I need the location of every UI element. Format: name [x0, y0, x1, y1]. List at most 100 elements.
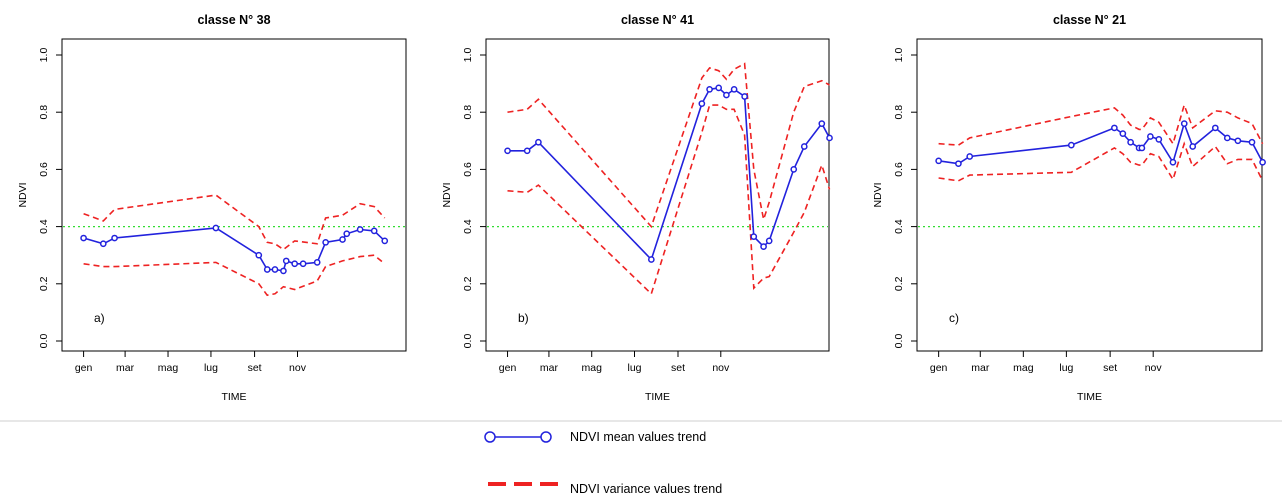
x-tick-label: mar — [971, 362, 990, 374]
plot-frame — [916, 38, 1263, 352]
y-tick-label: 0.4 — [38, 219, 50, 234]
x-tick-label: lug — [204, 362, 218, 374]
mean-point — [263, 266, 271, 273]
mean-point — [370, 227, 378, 235]
legend-variance-label: NDVI variance values trend — [570, 482, 722, 496]
mean-point — [1119, 130, 1127, 137]
x-tick-label: set — [671, 362, 685, 374]
mean-point — [504, 147, 511, 155]
mean-point — [255, 251, 263, 259]
upper-variance-line — [83, 194, 386, 251]
y-axis-label: NDVI — [872, 182, 884, 207]
x-tick-label: lug — [1059, 362, 1073, 374]
mean-point — [343, 230, 351, 238]
y-tick-label: 0.6 — [462, 162, 474, 177]
mean-point — [818, 120, 826, 127]
mean-point — [800, 143, 808, 150]
x-tick-label: nov — [712, 362, 730, 374]
x-tick-label: nov — [1145, 362, 1163, 374]
x-axis-label: TIME — [221, 391, 246, 403]
chart-title: classe N° 21 — [1053, 13, 1126, 27]
y-tick-label: 0.6 — [38, 162, 50, 177]
lower-variance-line — [938, 141, 1264, 182]
mean-point — [523, 147, 531, 155]
plot-frame — [61, 38, 407, 352]
mean-point — [1127, 138, 1134, 146]
mean-point — [280, 267, 287, 275]
mean-point — [741, 93, 748, 100]
x-axis-label: TIME — [1077, 391, 1102, 403]
mean-point — [1147, 133, 1154, 140]
mean-point — [80, 234, 87, 242]
upper-variance-line — [938, 102, 1264, 146]
y-tick-label: 0.2 — [38, 276, 50, 291]
mean-point — [790, 166, 798, 173]
y-tick-label: 0.4 — [462, 219, 474, 234]
x-tick-label: gen — [930, 362, 948, 374]
y-tick-label: 1.0 — [38, 48, 50, 63]
mean-point — [1067, 141, 1075, 149]
mean-point — [647, 256, 655, 263]
panel-label: c) — [949, 311, 959, 325]
x-tick-label: mar — [116, 362, 135, 374]
lower-variance-line — [83, 254, 386, 297]
mean-point — [765, 237, 773, 245]
x-tick-label: lug — [627, 362, 641, 374]
panel-label: a) — [94, 311, 105, 325]
y-tick-label: 0.8 — [38, 105, 50, 120]
x-tick-label: gen — [75, 362, 93, 374]
y-tick-label: 1.0 — [462, 48, 474, 63]
chart-panel-1: classe N° 38 0.0 0.2 0.4 0.6 0.8 1.0 gen mar mag l… — [17, 13, 407, 403]
y-tick-label: 0.6 — [893, 162, 905, 177]
mean-point — [535, 138, 542, 146]
mean-point — [826, 134, 833, 142]
y-tick-label: 0.2 — [893, 276, 905, 291]
plot-frame — [485, 38, 830, 352]
mean-point — [1138, 144, 1146, 152]
mean-point — [111, 234, 118, 242]
x-tick-label: gen — [499, 362, 517, 374]
mean-line — [83, 227, 386, 272]
upper-variance-line — [507, 62, 830, 229]
mean-point — [1189, 143, 1197, 150]
mean-point — [381, 237, 389, 245]
panel-label: b) — [518, 311, 529, 325]
mean-point — [966, 153, 974, 160]
x-tick-label: set — [1103, 362, 1117, 374]
chart-panel-2: classe N° 41 0.0 0.2 0.4 0.6 0.8 1.0 gen mar mag l… — [441, 13, 833, 403]
mean-point — [271, 266, 279, 273]
mean-point — [322, 238, 329, 246]
mean-point — [955, 160, 962, 168]
mean-point — [1155, 136, 1163, 143]
chart-title: classe N° 38 — [197, 13, 270, 27]
mean-point — [1180, 120, 1188, 127]
y-tick-label: 0.0 — [38, 334, 50, 349]
lower-variance-line — [507, 104, 831, 296]
mean-point — [1169, 158, 1177, 166]
mean-point — [706, 85, 713, 93]
x-tick-label: mag — [158, 362, 179, 374]
mean-point — [99, 240, 107, 248]
legend-mean-marker — [484, 431, 552, 443]
mean-point — [1248, 138, 1256, 146]
mean-point — [715, 84, 723, 92]
mean-point — [339, 236, 346, 243]
y-axis-label: NDVI — [441, 182, 453, 207]
legend-mean-label: NDVI mean values trend — [570, 430, 706, 444]
y-tick-label: 0.8 — [462, 105, 474, 120]
x-axis-label: TIME — [645, 391, 670, 403]
y-tick-label: 0.0 — [893, 334, 905, 349]
mean-point — [291, 260, 299, 268]
chart-title: classe N° 41 — [621, 13, 694, 27]
y-tick-label: 0.2 — [462, 276, 474, 291]
mean-point — [1111, 124, 1118, 132]
legend: NDVI mean values trend NDVI variance val… — [484, 430, 722, 496]
mean-point — [760, 243, 767, 250]
y-tick-label: 0.0 — [462, 334, 474, 349]
mean-point — [1223, 134, 1231, 142]
mean-point — [698, 100, 706, 107]
mean-point — [1211, 124, 1219, 132]
y-tick-label: 0.8 — [893, 105, 905, 120]
x-tick-label: mag — [581, 362, 602, 374]
